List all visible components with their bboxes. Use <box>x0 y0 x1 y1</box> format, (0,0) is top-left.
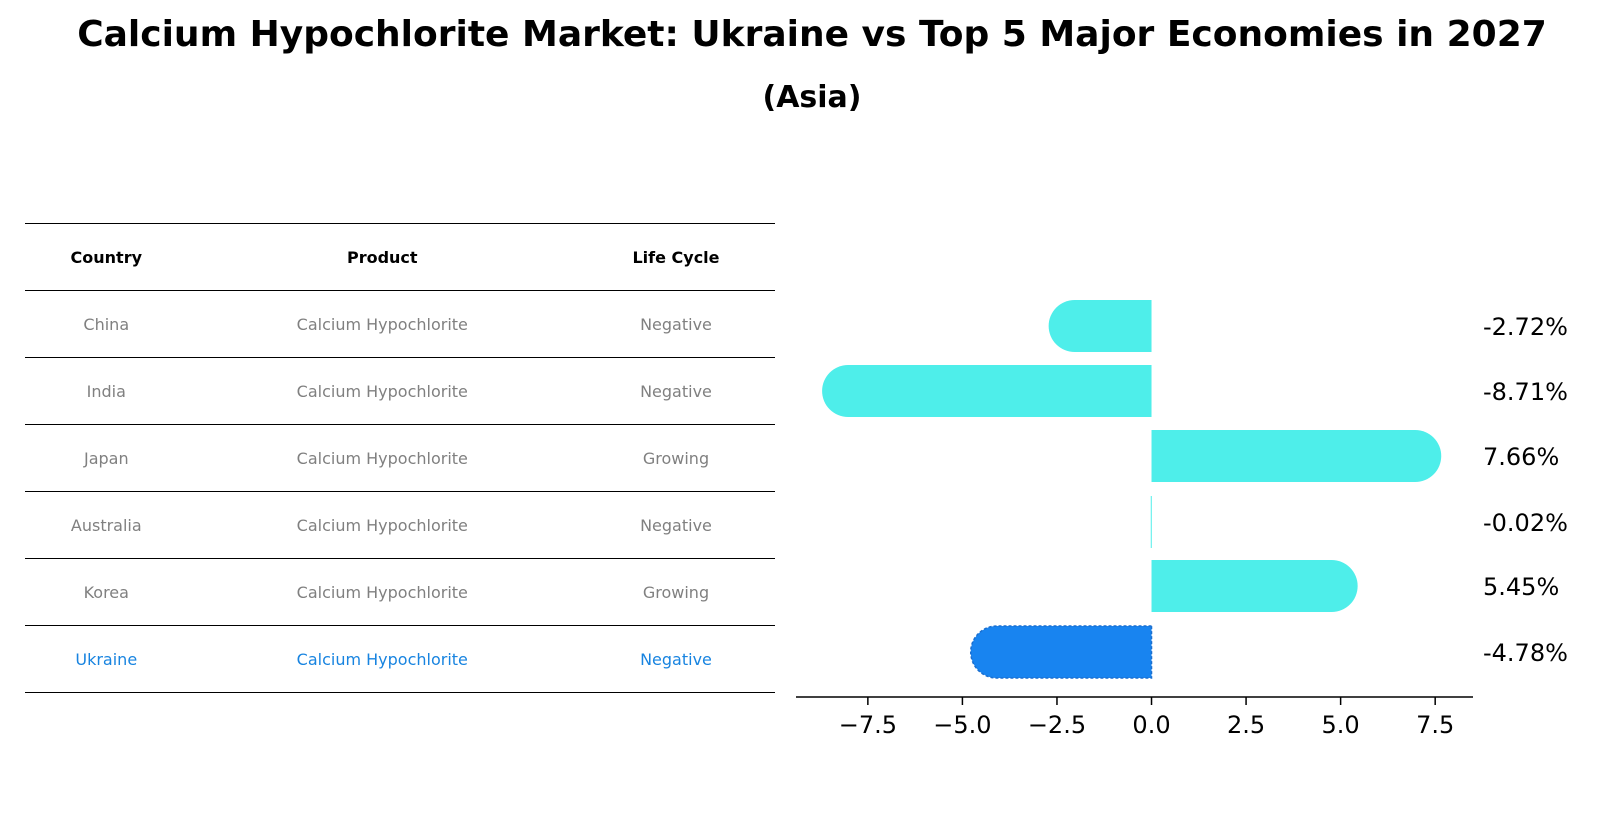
table-row: India Calcium Hypochlorite Negative <box>25 357 775 425</box>
x-tick-label: 0.0 <box>1132 711 1170 739</box>
cell-product: Calcium Hypochlorite <box>187 290 577 358</box>
bar-india <box>822 365 1152 417</box>
bar-china <box>1048 300 1152 352</box>
chart-subtitle: (Asia) <box>762 80 862 115</box>
table-row: Australia Calcium Hypochlorite Negative <box>25 491 775 559</box>
cell-country: India <box>25 357 188 425</box>
cell-country: Japan <box>25 424 188 492</box>
table-row-highlight: Ukraine Calcium Hypochlorite Negative <box>25 625 775 693</box>
value-label: -4.78% <box>1483 639 1568 667</box>
cell-product: Calcium Hypochlorite <box>187 424 577 492</box>
x-tick-label: 5.0 <box>1322 711 1360 739</box>
cell-product: Calcium Hypochlorite <box>187 625 577 693</box>
x-tick-label: −7.5 <box>839 711 897 739</box>
table-row: China Calcium Hypochlorite Negative <box>25 290 775 358</box>
value-label: 5.45% <box>1483 573 1559 601</box>
header-product: Product <box>187 223 577 291</box>
bar-japan <box>1151 430 1442 482</box>
value-label: -0.02% <box>1483 509 1568 537</box>
header-life-cycle: Life Cycle <box>576 223 775 291</box>
cell-product: Calcium Hypochlorite <box>187 357 577 425</box>
x-tick-label: −2.5 <box>1028 711 1086 739</box>
x-tick-label: 7.5 <box>1416 711 1454 739</box>
cell-country: Korea <box>25 558 188 626</box>
cell-life-cycle: Negative <box>576 491 775 559</box>
table-row: Korea Calcium Hypochlorite Growing <box>25 558 775 626</box>
x-tick-label: 2.5 <box>1227 711 1265 739</box>
cell-country: Ukraine <box>25 625 188 693</box>
cell-product: Calcium Hypochlorite <box>187 491 577 559</box>
bar-australia <box>1150 496 1152 548</box>
cell-product: Calcium Hypochlorite <box>187 558 577 626</box>
table-row: Japan Calcium Hypochlorite Growing <box>25 424 775 492</box>
value-label: 7.66% <box>1483 443 1559 471</box>
x-tick-label: −5.0 <box>933 711 991 739</box>
header-country: Country <box>25 223 188 291</box>
cell-life-cycle: Negative <box>576 357 775 425</box>
table-header-row: Country Product Life Cycle <box>25 223 775 291</box>
chart-title: Calcium Hypochlorite Market: Ukraine vs … <box>77 14 1547 55</box>
cell-life-cycle: Growing <box>576 424 775 492</box>
cell-life-cycle: Growing <box>576 558 775 626</box>
bar-ukraine <box>969 625 1153 679</box>
cell-country: China <box>25 290 188 358</box>
bar-chart: -2.72% -8.71% 7.66% -0.02% 5.45% -4.78% −7.5 −5… <box>796 300 1568 739</box>
market-table: Country Product Life Cycle China Calcium… <box>25 223 775 693</box>
bar-korea <box>1151 560 1358 612</box>
value-label: -2.72% <box>1483 313 1568 341</box>
cell-life-cycle: Negative <box>576 625 775 693</box>
value-label: -8.71% <box>1483 378 1568 406</box>
cell-life-cycle: Negative <box>576 290 775 358</box>
cell-country: Australia <box>25 491 188 559</box>
